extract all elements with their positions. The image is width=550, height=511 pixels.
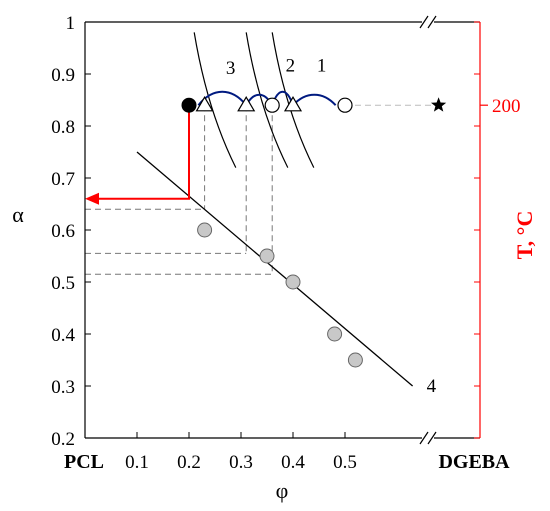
triangle-marker xyxy=(283,96,303,112)
curve-label-3: 3 xyxy=(226,58,236,79)
filled-circle-start-marker xyxy=(181,97,197,113)
y-tick-label: 0.4 xyxy=(51,325,75,346)
x-end-label-dgeba: DGEBA xyxy=(438,451,510,473)
y-tick-label: 0.8 xyxy=(51,117,75,138)
x-axis-label: φ xyxy=(276,478,289,503)
y-tick-label: 0.7 xyxy=(51,169,75,190)
open-circle-end-marker xyxy=(337,97,353,113)
triangle-marker xyxy=(237,96,256,112)
right-axis-label: T, °C xyxy=(512,211,537,260)
curve-2 xyxy=(245,32,289,168)
data-point xyxy=(327,326,343,342)
curve-3 xyxy=(271,32,315,168)
y-tick-label: 0.2 xyxy=(51,429,75,450)
y-tick-label: 0.5 xyxy=(51,273,75,294)
data-point xyxy=(197,222,213,238)
axis-break-mark xyxy=(427,15,437,29)
curve-label-1: 1 xyxy=(317,55,327,76)
x-tick-label: 0.4 xyxy=(281,452,305,473)
curve-1 xyxy=(193,32,237,168)
curves-group: 12 3 xyxy=(193,32,327,168)
right-tick-label: 200 xyxy=(492,96,521,117)
axes-group: 0.2 0.3 0.4 0.5 0.6 0.7 0.8 0.9 1 0.1 0.2 0.3 0.4 0.5… xyxy=(51,13,520,473)
fit-line-group: 4 xyxy=(136,151,437,397)
data-point xyxy=(259,248,275,264)
construction-lines xyxy=(85,104,439,275)
y-axis-label: α xyxy=(12,202,24,227)
axis-break-mark xyxy=(419,431,429,445)
y-tick-label: 1 xyxy=(66,13,76,34)
fit-line-4 xyxy=(136,151,414,387)
data-point xyxy=(285,274,301,290)
x-tick-label: 0.3 xyxy=(229,452,253,473)
points-group xyxy=(197,222,363,368)
red-construction-arrow xyxy=(99,105,190,200)
fit-line-label: 4 xyxy=(427,376,437,397)
axis-break-mark xyxy=(427,431,437,445)
y-tick-label: 0.6 xyxy=(51,221,75,242)
curve-label-2: 2 xyxy=(286,55,296,76)
y-tick-label: 0.3 xyxy=(51,377,75,398)
x-tick-label: 0.2 xyxy=(177,452,201,473)
star-marker xyxy=(430,97,447,112)
isotherm-group xyxy=(85,90,447,205)
triangle-marker xyxy=(195,96,214,112)
x-end-label-pcl: PCL xyxy=(64,451,104,473)
red-arrowhead xyxy=(85,192,99,205)
x-tick-label: 0.5 xyxy=(333,452,357,473)
open-circle-marker xyxy=(264,97,280,113)
y-tick-label: 0.9 xyxy=(51,65,75,86)
data-point xyxy=(347,352,363,368)
x-tick-label: 0.1 xyxy=(125,452,149,473)
axis-break-mark xyxy=(419,15,429,29)
